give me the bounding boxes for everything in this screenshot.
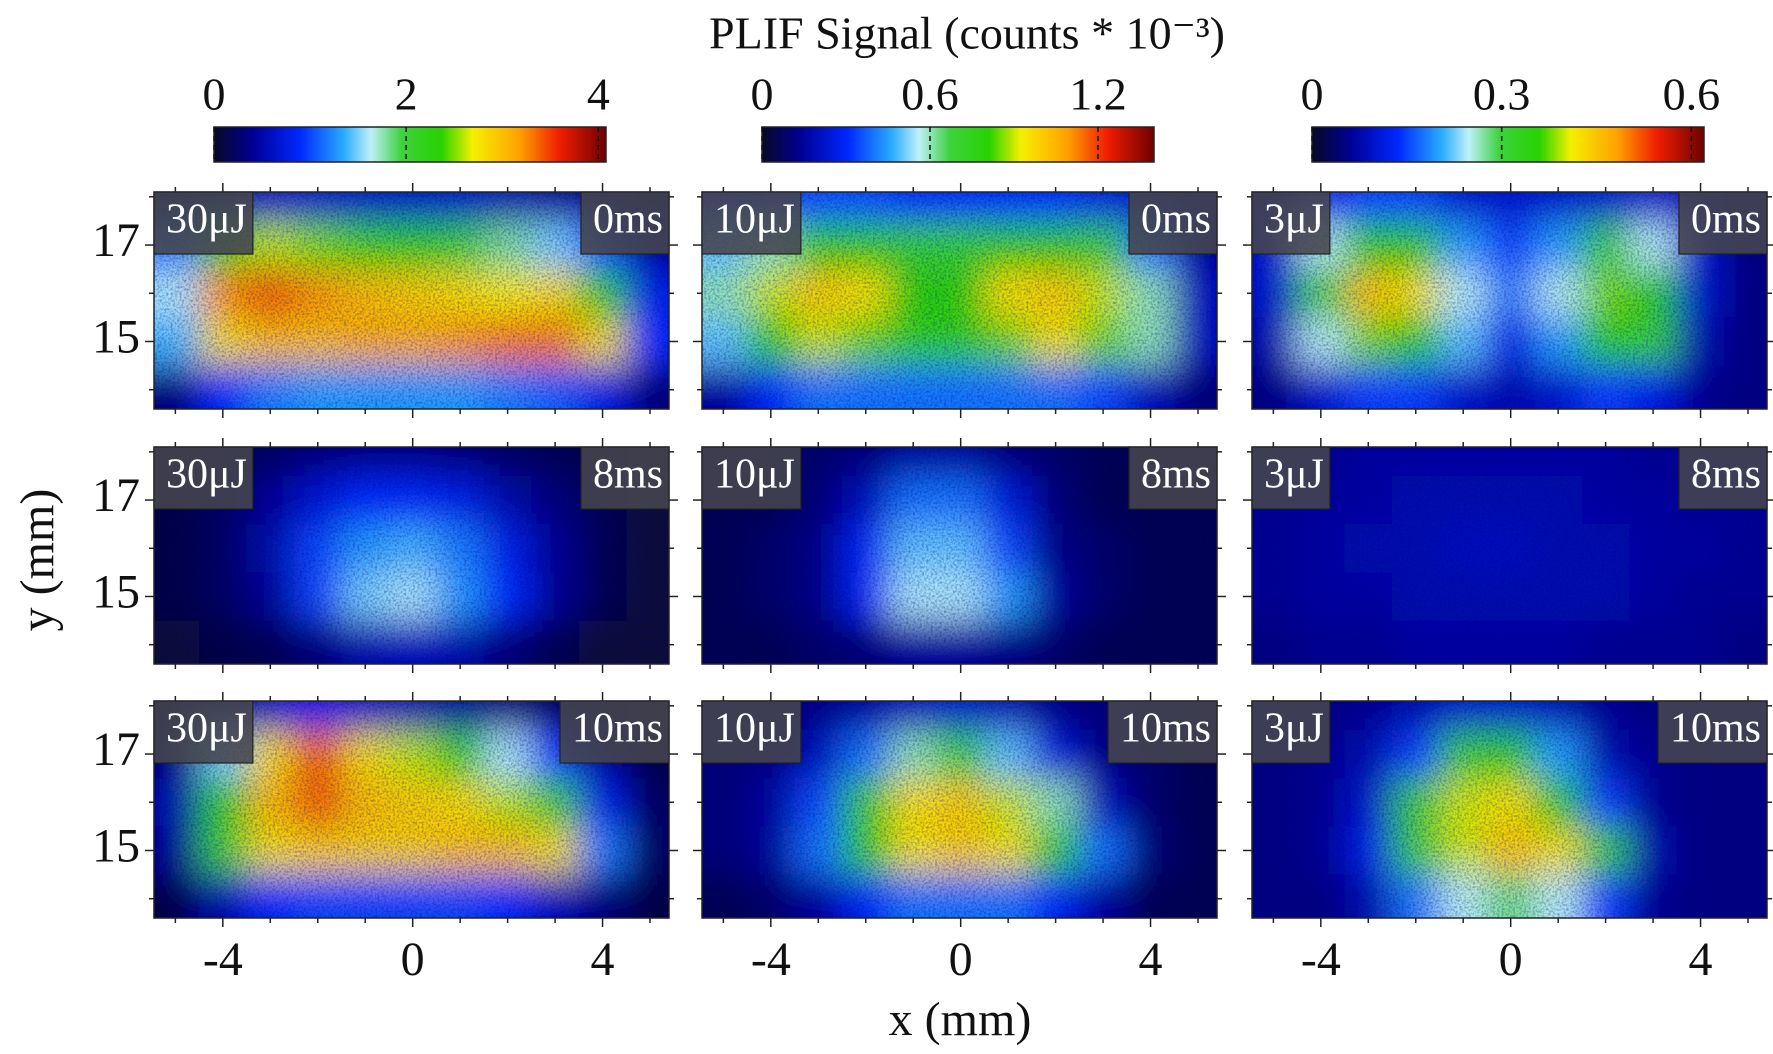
x-tick-label: -4 xyxy=(203,933,243,986)
panel-frame xyxy=(1251,446,1768,665)
colorbar-tick-label: 2 xyxy=(395,69,418,120)
x-tick-label: 4 xyxy=(1139,933,1163,986)
panel-label: 0ms xyxy=(593,197,663,243)
panel-label-box xyxy=(1657,700,1768,764)
panel-label: 10ms xyxy=(1120,706,1211,752)
colorbar xyxy=(213,126,607,163)
x-tick-label: -4 xyxy=(751,933,791,986)
x-tick-label: -4 xyxy=(1301,933,1341,986)
panel-label-box xyxy=(580,191,670,255)
y-axis-label: y (mm) xyxy=(11,489,64,632)
panel-label-box xyxy=(1678,191,1768,255)
panel-label: 8ms xyxy=(593,452,663,498)
panel-frame xyxy=(701,700,1218,919)
panel-label-box xyxy=(1678,446,1768,510)
panel-frame xyxy=(153,700,670,919)
x-tick-label: 0 xyxy=(1499,933,1523,986)
panel xyxy=(1252,192,1767,409)
colorbar-tick-label: 0 xyxy=(203,69,226,120)
panel-label-box xyxy=(153,191,254,255)
panel-label: 0ms xyxy=(1691,197,1761,243)
panel-label: 3μJ xyxy=(1264,706,1324,752)
panel-label-box xyxy=(701,700,802,764)
panel-frame xyxy=(153,191,670,410)
panel-label-box xyxy=(1251,700,1331,764)
panel-label-box xyxy=(559,700,670,764)
panel-label: 30μJ xyxy=(166,706,247,752)
panel xyxy=(1252,701,1767,918)
panel-label-box xyxy=(1251,191,1331,255)
panel xyxy=(1252,447,1767,664)
panel-frame xyxy=(1251,700,1768,919)
panel-label-box xyxy=(153,700,254,764)
panel xyxy=(702,701,1217,918)
panel-label: 30μJ xyxy=(166,197,247,243)
panel-label-box xyxy=(580,446,670,510)
panel-frame xyxy=(701,191,1218,410)
x-tick-label: 0 xyxy=(401,933,425,986)
x-tick-label: 4 xyxy=(591,933,615,986)
panel-frame xyxy=(153,446,670,665)
panel-label-box xyxy=(701,446,802,510)
panel-label-box xyxy=(1128,446,1218,510)
panel-label-box xyxy=(153,446,254,510)
panel-label-box xyxy=(1251,446,1331,510)
colorbar-tick-label: 0.6 xyxy=(901,69,959,120)
x-tick-label: 0 xyxy=(949,933,973,986)
y-tick-label: 15 xyxy=(92,311,140,364)
y-tick-label: 17 xyxy=(92,469,140,522)
y-tick-label: 17 xyxy=(92,214,140,267)
y-tick-label: 17 xyxy=(92,723,140,776)
panel-label: 10ms xyxy=(1670,706,1761,752)
panel-label-box xyxy=(701,191,802,255)
panel-label: 8ms xyxy=(1691,452,1761,498)
panel-label: 10μJ xyxy=(714,197,795,243)
panel-frame xyxy=(701,446,1218,665)
panel-label: 10μJ xyxy=(714,706,795,752)
colorbar xyxy=(761,126,1155,163)
panel-label: 10ms xyxy=(572,706,663,752)
panel-frame xyxy=(1251,191,1768,410)
y-tick-label: 15 xyxy=(92,820,140,873)
panel-label-box xyxy=(1128,191,1218,255)
x-axis-label: x (mm) xyxy=(889,993,1032,1046)
colorbar-tick-label: 0 xyxy=(1301,69,1324,120)
colorbar-tick-label: 0.6 xyxy=(1663,69,1721,120)
colorbar-tick-label: 0.3 xyxy=(1473,69,1531,120)
colorbar xyxy=(1311,126,1705,163)
colorbar-tick-label: 4 xyxy=(587,69,610,120)
colorbar-tick-label: 0 xyxy=(751,69,774,120)
colorbar-tick-label: 1.2 xyxy=(1069,69,1127,120)
panel-label: 30μJ xyxy=(166,452,247,498)
panel-label-box xyxy=(1107,700,1218,764)
figure-title: PLIF Signal (counts * 10⁻³) xyxy=(709,8,1225,59)
panel-label: 3μJ xyxy=(1264,197,1324,243)
panel-label: 0ms xyxy=(1141,197,1211,243)
x-tick-label: 4 xyxy=(1689,933,1713,986)
panel-label: 3μJ xyxy=(1264,452,1324,498)
panel-label: 10μJ xyxy=(714,452,795,498)
y-tick-label: 15 xyxy=(92,566,140,619)
panel-label: 8ms xyxy=(1141,452,1211,498)
